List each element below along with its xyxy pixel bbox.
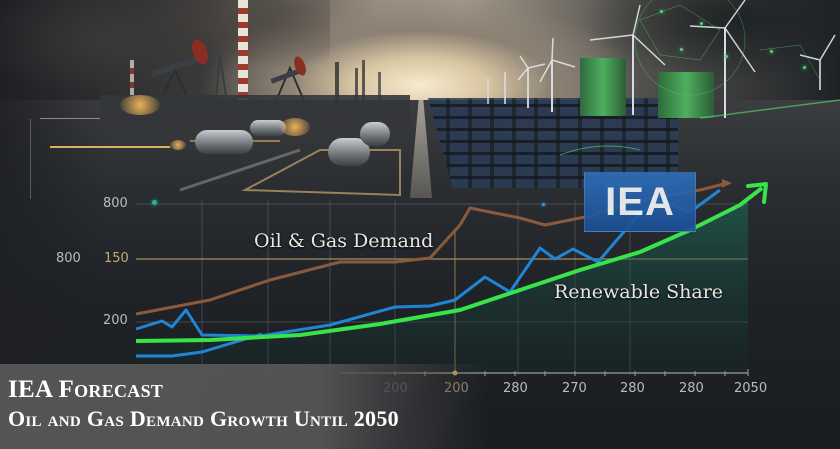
storage-tank (250, 120, 286, 136)
wind-turbine-icon (724, 28, 726, 118)
wind-turbine-icon (551, 60, 553, 112)
chimney-icon (238, 0, 248, 100)
caption-banner (0, 364, 840, 449)
ground-shadow (0, 100, 110, 360)
wind-turbine-icon (632, 35, 634, 115)
wind-turbine-icon (504, 72, 506, 104)
green-building (580, 58, 626, 116)
y-axis-outer-label: 800 (56, 251, 81, 266)
renewable-area (136, 200, 748, 375)
wind-turbine-icon (527, 68, 529, 108)
caption-subtitle: Oil and Gas Demand Growth Until 2050 (8, 406, 399, 431)
blue-series-lower-line (136, 332, 263, 358)
oil-gas-arrow-icon (722, 179, 732, 188)
renewable-share-label: Renewable Share (554, 281, 724, 303)
iea-logo: IEA (584, 172, 696, 232)
y-tick-label: 150 (104, 251, 129, 266)
chimney-icon (130, 60, 134, 100)
renewable-share-line (135, 186, 764, 343)
renewable-arrow-icon (746, 182, 768, 204)
storage-tank (195, 130, 253, 154)
wind-turbine-icon (819, 60, 821, 90)
y-tick-label: 800 (103, 196, 128, 211)
green-building (658, 72, 714, 118)
y-tick-label: 200 (103, 313, 128, 328)
wind-turbine-icon (487, 78, 489, 104)
caption-title: IEA Forecast (8, 376, 164, 403)
storage-tank (360, 122, 390, 146)
oil-gas-demand-label: Oil & Gas Demand (254, 230, 434, 252)
